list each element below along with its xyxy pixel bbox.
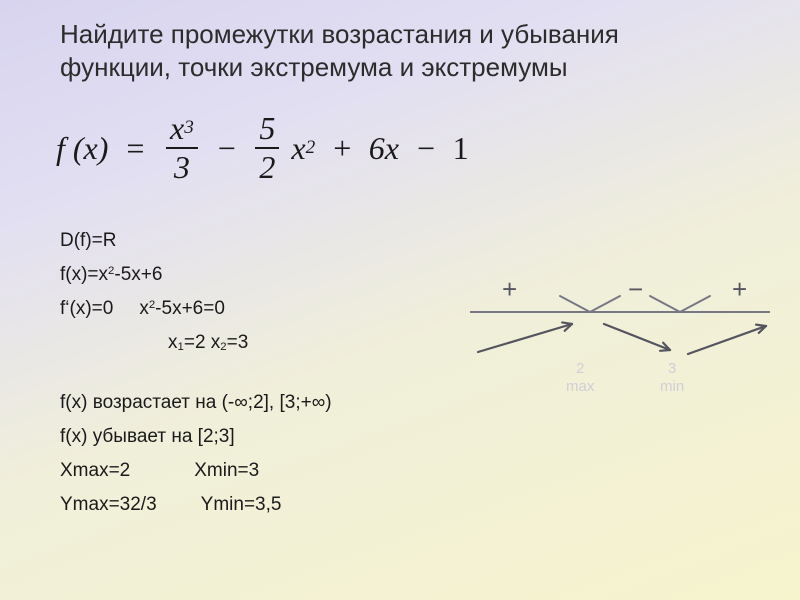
formula-term2-frac: 5 2 <box>255 110 279 186</box>
formula-term3: 6x <box>369 130 399 167</box>
sign-chart: + − + 2 max 3 min <box>470 268 770 398</box>
sign-chart-label-2-txt: min <box>660 378 684 395</box>
formula-lhs: f (x) <box>56 130 108 167</box>
line-xextrema: Хmax=2Xmin=3 <box>60 460 332 482</box>
line-domain: D(f)=R <box>60 230 332 252</box>
line-increase: f(x) возрастает на (-∞;2], [3;+∞) <box>60 392 332 414</box>
title-line-2: функции, точки экстремума и экстремумы <box>60 52 568 82</box>
sign-chart-label-2-num: 3 <box>668 360 676 377</box>
formula-term4: 1 <box>453 130 469 167</box>
svg-text:+: + <box>732 274 747 304</box>
formula: f (x) = x3 3 − 5 2 x2 + 6x − 1 <box>56 110 469 186</box>
formula-eq: = <box>124 130 146 167</box>
slide: Найдите промежутки возрастания и убывани… <box>0 0 800 600</box>
formula-minus2: − <box>415 130 437 167</box>
formula-term1: x3 3 <box>166 110 198 186</box>
line-fprime-eq: f‘(x)=0x2-5x+6=0 <box>60 298 332 320</box>
sign-chart-svg: + − + <box>470 268 770 398</box>
formula-minus1: − <box>216 130 238 167</box>
blank-line <box>60 366 332 380</box>
sign-chart-label-1-num: 2 <box>576 360 584 377</box>
svg-text:−: − <box>628 274 643 304</box>
line-decrease: f(x) убывает на [2;3] <box>60 426 332 448</box>
sign-chart-label-1-txt: max <box>566 378 594 395</box>
formula-term2-x: x2 <box>291 130 315 167</box>
svg-text:+: + <box>502 274 517 304</box>
line-yextrema: Ymax=32/3Ymin=3,5 <box>60 494 332 516</box>
slide-title: Найдите промежутки возрастания и убывани… <box>60 18 760 83</box>
title-line-1: Найдите промежутки возрастания и убывани… <box>60 19 619 49</box>
line-fprime: f(x)=x2-5x+6 <box>60 264 332 286</box>
line-roots: x1=2 x2=3 <box>60 332 332 354</box>
formula-plus: + <box>331 130 353 167</box>
solution-body: D(f)=R f(x)=x2-5x+6 f‘(x)=0x2-5x+6=0 x1=… <box>60 230 332 528</box>
